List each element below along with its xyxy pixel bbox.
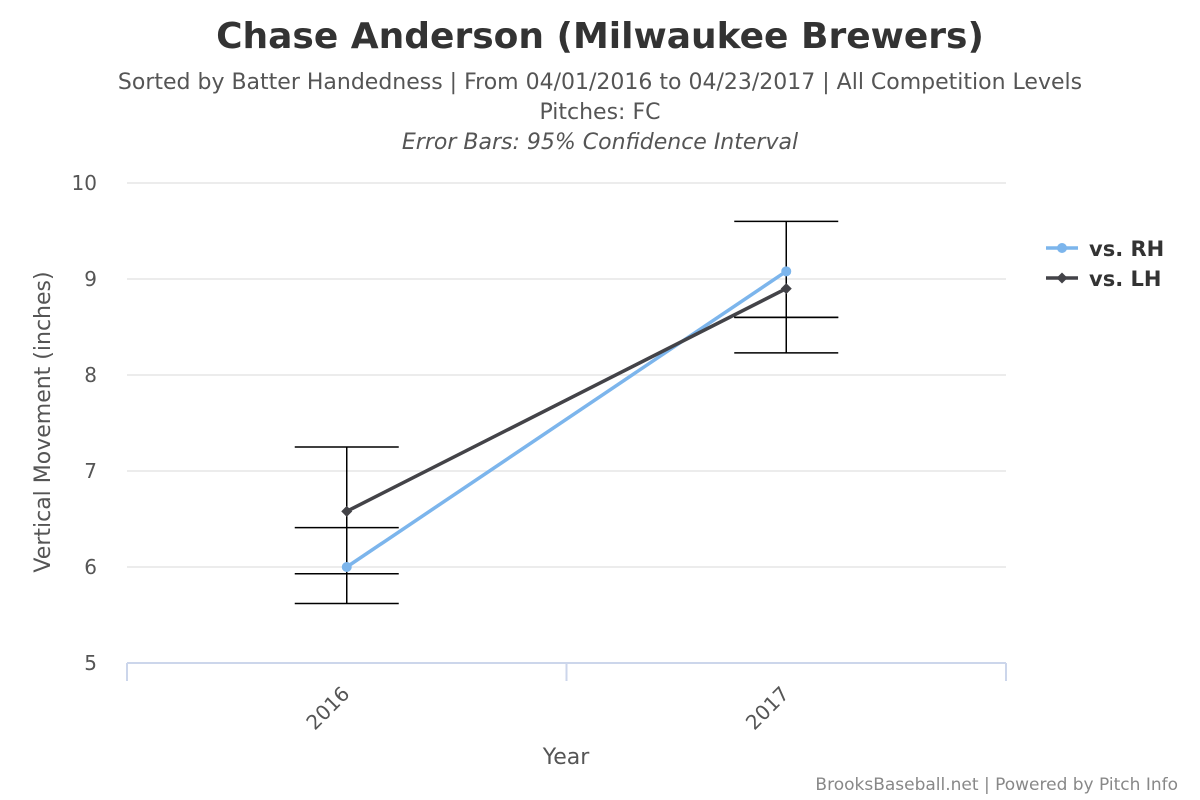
legend-label-0[interactable]: vs. RH	[1089, 237, 1164, 261]
credits-text[interactable]: BrooksBaseball.net | Powered by Pitch In…	[815, 775, 1178, 795]
x-axis-title: Year	[542, 745, 591, 770]
series-line-1[interactable]	[345, 287, 788, 513]
data-point-series-0-2017[interactable]	[781, 266, 792, 277]
series-line-0[interactable]	[345, 269, 788, 569]
chart-title: Chase Anderson (Milwaukee Brewers)	[216, 16, 984, 57]
legend-marker-1[interactable]	[1056, 272, 1068, 284]
series-lines	[345, 269, 788, 569]
legend: vs. RH vs. LH	[1046, 237, 1164, 291]
grid-lines	[127, 182, 1006, 568]
y-tick-label-5: 5	[84, 651, 97, 675]
series-markers	[341, 266, 792, 572]
chart-subtitle-line-2: Pitches: FC	[540, 100, 661, 125]
y-axis: 5 6 7 8 9 10	[72, 171, 97, 675]
y-tick-label-8: 8	[84, 363, 97, 387]
y-axis-title: Vertical Movement (inches)	[31, 271, 56, 572]
legend-label-1[interactable]: vs. LH	[1089, 267, 1161, 291]
y-tick-label-7: 7	[84, 459, 97, 483]
chart-subtitle-line-3: Error Bars: 95% Confidence Interval	[402, 130, 798, 155]
x-tick-label-2016: 2016	[301, 682, 354, 735]
y-tick-label-9: 9	[84, 267, 97, 291]
legend-marker-0[interactable]	[1057, 243, 1067, 253]
chart-subtitle-line-1: Sorted by Batter Handedness | From 04/01…	[118, 70, 1082, 95]
y-tick-label-10: 10	[72, 171, 97, 195]
x-axis: 2016 2017	[126, 662, 1007, 735]
data-point-series-1-2017[interactable]	[780, 283, 792, 295]
data-point-series-0-2016[interactable]	[341, 562, 352, 572]
x-tick-label-2017: 2017	[741, 682, 794, 735]
y-tick-label-6: 6	[84, 555, 97, 579]
data-point-series-1-2016[interactable]	[341, 505, 353, 517]
